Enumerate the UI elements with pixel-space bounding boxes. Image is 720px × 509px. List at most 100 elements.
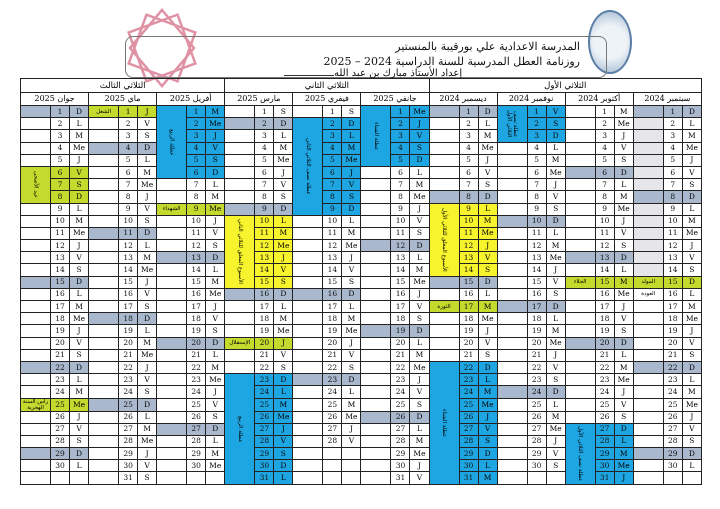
day-number: 4: [118, 141, 139, 155]
weekday-letter: L: [137, 324, 158, 338]
weekday-letter: D: [545, 299, 566, 314]
day-note: [224, 129, 256, 143]
weekday-letter: L: [205, 178, 226, 192]
day-note: [88, 239, 120, 253]
weekday-letter: Me: [137, 263, 158, 277]
day-number: 3: [390, 129, 411, 143]
day-note: [360, 226, 392, 241]
day-note: [496, 447, 528, 461]
weekday-letter: S: [409, 312, 430, 326]
day-note: [496, 226, 528, 241]
day-number: 22: [594, 360, 615, 375]
day-number: 23: [594, 373, 615, 387]
day-row: 29 D 29 J 29 M 29 S 29 Me 29 D 29 V 29 M 29 D: [19, 447, 703, 461]
weekday-letter: J: [69, 153, 90, 167]
day-note: [632, 239, 664, 253]
weekday-letter: L: [681, 373, 703, 387]
weekday-letter: J: [477, 153, 498, 167]
day-note: [564, 348, 596, 362]
weekday-letter: D: [477, 360, 498, 375]
weekday-letter: J: [137, 104, 158, 119]
day-number: 6: [594, 165, 615, 180]
day-number: 18: [594, 312, 615, 326]
day-number: 24: [254, 385, 275, 399]
day-note: [360, 239, 392, 253]
month-header: جوان 2025: [19, 92, 90, 106]
weekday-letter: D: [205, 422, 226, 436]
day-number: 12: [186, 239, 207, 253]
weekday-letter: M: [545, 153, 566, 167]
weekday-letter: S: [409, 226, 430, 241]
day-note: [360, 202, 392, 216]
day-number: 14: [594, 263, 615, 277]
day-note: [292, 447, 324, 461]
month-header: أفريل 2025: [156, 92, 226, 106]
weekday-letter: S: [341, 190, 362, 204]
weekday-letter: S: [613, 324, 634, 338]
day-number: 22: [322, 360, 343, 375]
weekday-letter: D: [69, 360, 90, 375]
day-note: [632, 336, 664, 350]
day-number: 30: [118, 459, 139, 473]
day-note: [496, 287, 528, 302]
day-note: [632, 312, 664, 326]
day-note: [496, 336, 528, 350]
day-number: 27: [118, 422, 139, 436]
trimester-header: الثلاثي الأول: [428, 78, 703, 93]
day-note: [360, 190, 392, 204]
day-note: عطلة نصف الثلاثي الأول: [496, 105, 528, 143]
weekday-letter: V: [681, 251, 703, 265]
day-note: [292, 239, 324, 253]
day-note: [292, 214, 324, 228]
weekday-letter: Me: [613, 459, 634, 473]
weekday-letter: D: [613, 336, 634, 350]
weekday-letter: S: [69, 263, 90, 277]
day-number: 1: [594, 104, 615, 119]
weekday-letter: [681, 471, 703, 485]
day-number: 3: [186, 129, 207, 143]
day-number: 21: [186, 348, 207, 362]
day-number: 31: [390, 471, 411, 485]
weekday-letter: J: [341, 336, 362, 350]
day-row: 11 Me 11 D 11 V 11 M 11 M 11 S 11 Me 11 L 11 V 11 Me: [19, 226, 703, 241]
weekday-letter: M: [69, 129, 90, 143]
weekday-letter: L: [69, 459, 90, 473]
day-note: [292, 324, 324, 338]
weekday-letter: J: [477, 324, 498, 338]
weekday-letter: V: [137, 373, 158, 387]
weekday-letter: J: [545, 178, 566, 192]
day-note: [632, 360, 664, 375]
day-note: [292, 360, 324, 375]
weekday-letter: L: [681, 287, 703, 302]
weekday-letter: J: [273, 165, 294, 180]
day-number: 5: [526, 153, 547, 167]
day-note: [564, 373, 596, 387]
weekday-letter: J: [69, 239, 90, 253]
weekday-letter: D: [273, 459, 294, 473]
day-number: 31: [458, 471, 479, 485]
day-note: عيد الأضحى: [19, 165, 52, 204]
day-number: 25: [662, 397, 683, 412]
weekday-letter: D: [137, 141, 158, 155]
day-number: 24: [186, 385, 207, 399]
weekday-letter: L: [137, 410, 158, 424]
day-number: 18: [458, 312, 479, 326]
day-number: 21: [322, 348, 343, 362]
day-number: 9: [186, 202, 207, 216]
day-number: 23: [458, 373, 479, 387]
day-note: [88, 299, 120, 314]
day-number: 24: [526, 385, 547, 399]
weekday-letter: D: [681, 190, 703, 204]
day-number: [322, 447, 343, 461]
weekday-letter: J: [409, 459, 430, 473]
day-number: 14: [50, 263, 71, 277]
day-note: [224, 312, 256, 326]
day-number: 4: [390, 141, 411, 155]
weekday-letter: Me: [681, 141, 703, 155]
weekday-letter: Me: [341, 324, 362, 338]
weekday-letter: L: [545, 226, 566, 241]
day-number: 22: [390, 360, 411, 375]
weekday-letter: D: [409, 324, 430, 338]
weekday-letter: Me: [205, 287, 226, 302]
weekday-letter: S: [137, 299, 158, 314]
